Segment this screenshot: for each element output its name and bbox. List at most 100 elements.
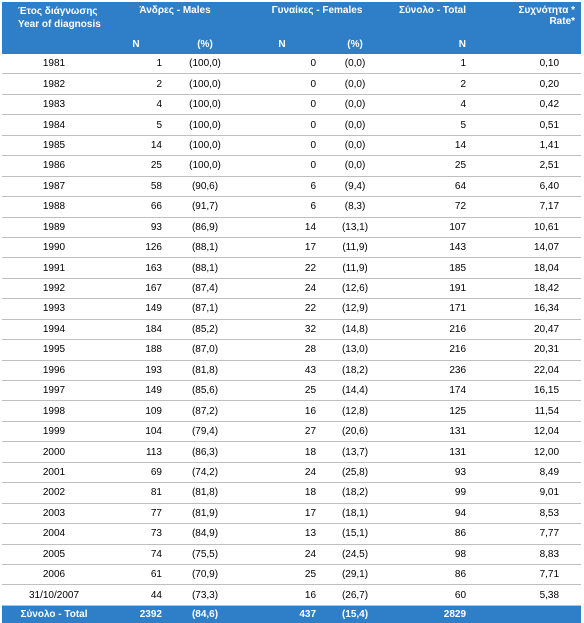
total-n-cell: 94 xyxy=(390,503,471,525)
rate-cell: 16,34 xyxy=(470,298,582,320)
year-cell: 2004 xyxy=(2,523,106,545)
total-n-cell: 4 xyxy=(390,94,471,116)
rate-cell: 14,07 xyxy=(470,237,582,259)
table-row: 1989 93 (86,9) 14 (13,1) 107 10,61 xyxy=(2,217,582,238)
year-cell: 1991 xyxy=(2,257,106,279)
males-n-cell: 149 xyxy=(106,380,166,402)
year-cell: 1997 xyxy=(2,380,106,402)
total-n-cell: 86 xyxy=(390,564,471,586)
females-n-cell: 25 xyxy=(244,380,321,402)
males-pct-cell: (81,8) xyxy=(166,482,245,504)
total-n-cell: 191 xyxy=(390,278,471,300)
total-n-cell: 72 xyxy=(390,196,471,218)
total-n-cell: 131 xyxy=(390,421,471,443)
rate-cell: 8,49 xyxy=(470,462,582,484)
females-n-cell: 0 xyxy=(244,114,321,136)
males-pct-cell: (81,9) xyxy=(166,503,245,525)
males-n-cell: 5 xyxy=(106,114,166,136)
males-pct-cell: (100,0) xyxy=(166,155,245,177)
year-cell: 1999 xyxy=(2,421,106,443)
year-cell: 1992 xyxy=(2,278,106,300)
males-pct-cell: (90,6) xyxy=(166,176,245,198)
year-header-greek: Έτος διάγνωσης xyxy=(18,6,98,17)
females-n-cell: 0 xyxy=(244,94,321,116)
year-cell: 1982 xyxy=(2,73,106,95)
rate-cell: 8,83 xyxy=(470,544,582,565)
year-cell: 2002 xyxy=(2,482,106,504)
females-n-cell: 24 xyxy=(244,462,321,484)
females-n-cell: 24 xyxy=(244,278,321,300)
rate-cell: 8,53 xyxy=(470,503,582,525)
females-pct-cell: (0,0) xyxy=(320,114,391,136)
total-n-cell: 25 xyxy=(390,155,471,177)
table-row: 1996 193 (81,8) 43 (18,2) 236 22,04 xyxy=(2,360,582,382)
rate-cell: 1,41 xyxy=(470,135,582,157)
males-n-cell: 104 xyxy=(106,421,166,443)
males-pct-cell: (100,0) xyxy=(166,114,245,136)
total-n-cell: 216 xyxy=(390,339,471,361)
females-pct-cell: (25,8) xyxy=(320,462,391,484)
males-n-cell: 25 xyxy=(106,155,166,177)
total-males-n: 2392 xyxy=(106,605,166,623)
total-males-pct: (84,6) xyxy=(166,605,245,623)
males-n-cell: 2 xyxy=(106,73,166,95)
rate-cell: 20,31 xyxy=(470,339,582,361)
total-row-label: Σύνολο - Total xyxy=(2,605,106,623)
males-n-cell: 167 xyxy=(106,278,166,300)
males-pct-cell: (87,1) xyxy=(166,298,245,320)
males-pct-cell: (86,3) xyxy=(166,441,245,463)
females-n-cell: 24 xyxy=(244,544,321,565)
females-n-cell: 6 xyxy=(244,176,321,198)
total-n-cell: 216 xyxy=(390,319,471,341)
males-n-cell: 126 xyxy=(106,237,166,259)
table-row: 2006 61 (70,9) 25 (29,1) 86 7,71 xyxy=(2,564,582,586)
females-n-cell: 13 xyxy=(244,523,321,545)
males-pct-cell: (75,5) xyxy=(166,544,245,565)
males-n-cell: 77 xyxy=(106,503,166,525)
females-n-subheader: N xyxy=(244,39,321,54)
males-n-cell: 69 xyxy=(106,462,166,484)
males-n-cell: 149 xyxy=(106,298,166,320)
rate-cell: 0,10 xyxy=(470,54,582,75)
females-pct-cell: (18,2) xyxy=(320,360,391,382)
males-n-cell: 113 xyxy=(106,441,166,463)
table-row: 1984 5 (100,0) 0 (0,0) 5 0,51 xyxy=(2,114,582,136)
males-pct-subheader: (%) xyxy=(166,39,245,54)
males-pct-cell: (86,9) xyxy=(166,217,245,238)
females-pct-cell: (11,9) xyxy=(320,257,391,279)
table-row: 1987 58 (90,6) 6 (9,4) 64 6,40 xyxy=(2,176,582,198)
females-pct-cell: (9,4) xyxy=(320,176,391,198)
females-pct-cell: (14,4) xyxy=(320,380,391,402)
males-pct-cell: (100,0) xyxy=(166,135,245,157)
table-header: Έτος διάγνωσης Year of diagnosis Άνδρες … xyxy=(2,2,582,54)
males-n-subheader: N xyxy=(106,39,166,54)
year-cell: 1987 xyxy=(2,176,106,198)
females-n-cell: 16 xyxy=(244,400,321,422)
males-pct-cell: (74,2) xyxy=(166,462,245,484)
males-pct-cell: (70,9) xyxy=(166,564,245,586)
total-n-cell: 14 xyxy=(390,135,471,157)
males-pct-cell: (87,4) xyxy=(166,278,245,300)
total-total-n: 2829 xyxy=(390,605,471,623)
total-n-cell: 99 xyxy=(390,482,471,504)
rate-cell: 6,40 xyxy=(470,176,582,198)
table-row: 1981 1 (100,0) 0 (0,0) 1 0,10 xyxy=(2,54,582,75)
females-pct-cell: (13,1) xyxy=(320,217,391,238)
females-n-cell: 17 xyxy=(244,237,321,259)
females-n-cell: 0 xyxy=(244,54,321,75)
females-n-cell: 0 xyxy=(244,155,321,177)
rate-cell: 5,38 xyxy=(470,584,582,606)
rate-header-greek: Συχνότητα * xyxy=(518,5,576,16)
year-cell: 2003 xyxy=(2,503,106,525)
males-n-cell: 73 xyxy=(106,523,166,545)
total-n-cell: 93 xyxy=(390,462,471,484)
females-pct-subheader: (%) xyxy=(320,39,391,54)
males-pct-cell: (87,2) xyxy=(166,400,245,422)
males-n-cell: 93 xyxy=(106,217,166,238)
males-pct-cell: (85,2) xyxy=(166,319,245,341)
year-cell: 2006 xyxy=(2,564,106,586)
table-row: 1994 184 (85,2) 32 (14,8) 216 20,47 xyxy=(2,319,582,341)
year-header-english: Year of diagnosis xyxy=(18,19,101,30)
year-cell: 1983 xyxy=(2,94,106,116)
table-row: 1990 126 (88,1) 17 (11,9) 143 14,07 xyxy=(2,237,582,259)
